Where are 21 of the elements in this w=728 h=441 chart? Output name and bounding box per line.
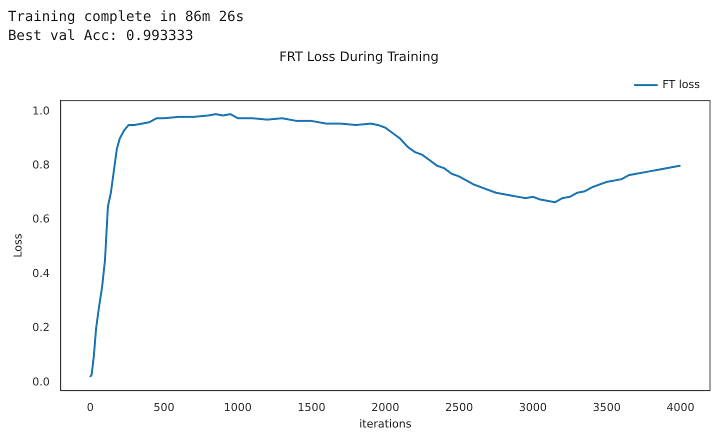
y-axis-title: Loss (11, 233, 24, 258)
legend-label: FT loss (662, 78, 700, 91)
y-tick-label: 0.2 (32, 321, 50, 334)
chart-title: FRT Loss During Training (279, 50, 439, 66)
x-tick-label: 3000 (518, 401, 547, 414)
x-tick-label: 2500 (445, 401, 474, 414)
y-tick-label: 0.8 (32, 158, 50, 172)
y-tick-label: 0.4 (32, 266, 50, 280)
y-tick-label: 0.6 (32, 212, 50, 226)
x-tick-label: 2000 (371, 401, 400, 414)
x-tick-label: 500 (153, 401, 174, 414)
x-axis-title: iterations (359, 417, 412, 430)
y-tick-label: 0.0 (32, 375, 50, 388)
text: Training complete in 86m 26s (8, 8, 246, 27)
x-tick-label: 4000 (666, 401, 694, 414)
x-tick-label: 0 (86, 401, 94, 414)
text: Best val Acc: 0.993333 (8, 27, 194, 46)
y-tick-label: 1.0 (32, 104, 50, 118)
x-tick-label: 3500 (592, 401, 621, 414)
x-tick-label: 1500 (298, 401, 326, 414)
x-tick-label: 1000 (224, 401, 252, 414)
